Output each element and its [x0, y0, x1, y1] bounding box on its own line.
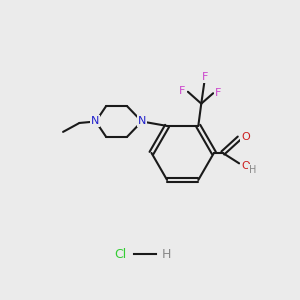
Text: F: F: [215, 88, 222, 98]
Text: O: O: [241, 132, 250, 142]
Text: F: F: [202, 72, 208, 82]
Text: H: H: [249, 165, 256, 175]
Text: F: F: [179, 86, 186, 96]
Text: N: N: [138, 116, 146, 126]
Text: Cl: Cl: [114, 248, 126, 260]
Text: N: N: [91, 116, 99, 126]
Text: H: H: [162, 248, 171, 260]
Text: O: O: [241, 161, 250, 171]
